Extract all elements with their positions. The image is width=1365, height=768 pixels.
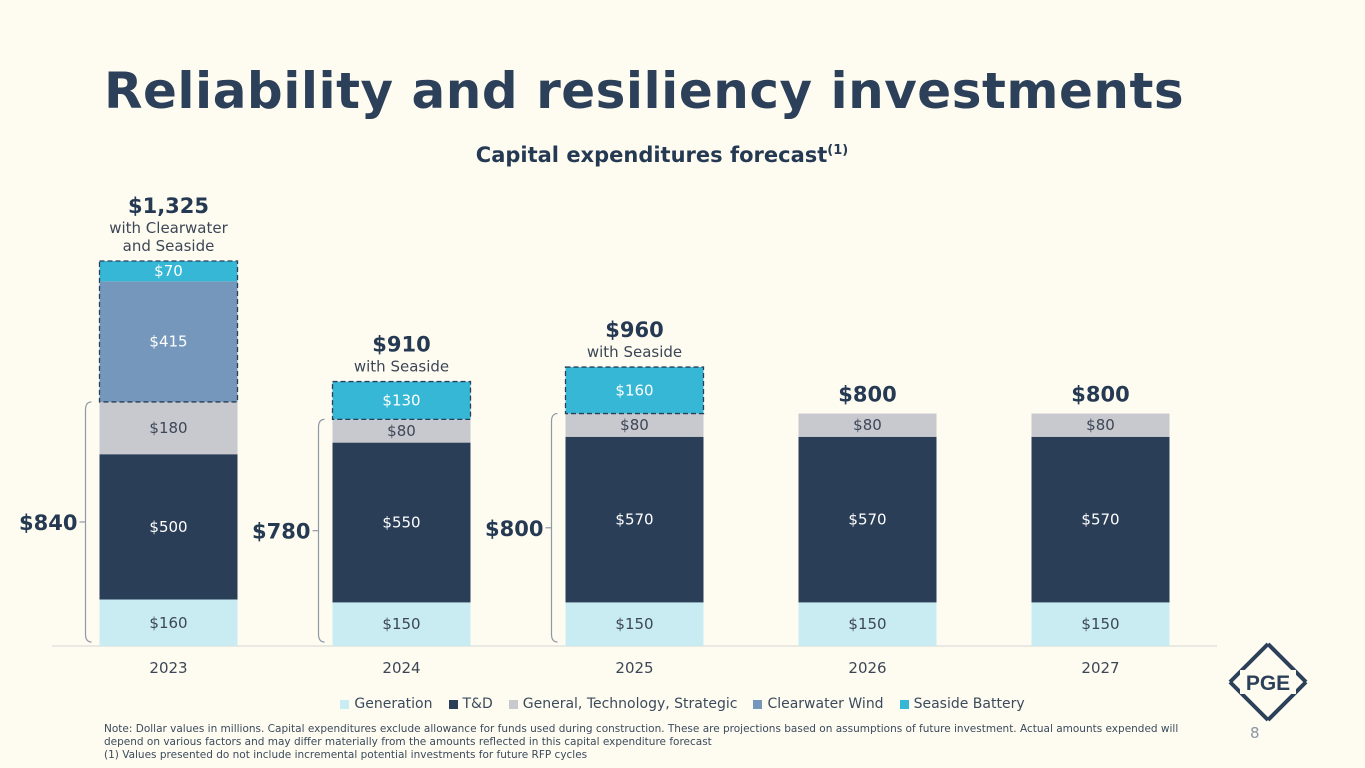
footnote-note: Note: Dollar values in millions. Capital… — [104, 723, 1179, 748]
bar-label-generation-2023: $160 — [149, 614, 187, 632]
bar-t-d-2025 — [565, 436, 704, 603]
bar-clearwater-wind-2023 — [99, 281, 238, 402]
bar-label-seaside-battery-2023: $70 — [154, 262, 183, 280]
total-note-2024-1: with Seaside — [354, 358, 449, 376]
bar-label-seaside-battery-2025: $160 — [615, 381, 653, 399]
dashed-outline-2025 — [564, 366, 705, 415]
bar-general-technology-strategic-2024 — [332, 419, 471, 443]
footnote: Note: Dollar values in millions. Capital… — [104, 723, 1214, 762]
dashed-outline-2024 — [331, 380, 472, 421]
bar-label-generation-2027: $150 — [1081, 615, 1119, 633]
bar-label-t-d-2024: $550 — [382, 514, 420, 532]
x-tick-2025: 2025 — [615, 659, 653, 677]
x-tick-2026: 2026 — [848, 659, 886, 677]
total-label-2023: $1,325 — [128, 194, 209, 218]
footnote-marker: (1) — [827, 143, 849, 158]
legend-item-generation: Generation — [340, 696, 433, 712]
bar-t-d-2023 — [99, 454, 238, 600]
legend-item-clearwater-wind: Clearwater Wind — [753, 696, 884, 712]
total-note-2025-1: with Seaside — [587, 343, 682, 361]
bar-generation-2024 — [332, 602, 471, 646]
bar-generation-2023 — [99, 599, 238, 646]
chart-legend: Generation T&D General, Technology, Strate… — [0, 696, 1365, 712]
bar-label-generation-2026: $150 — [848, 615, 886, 633]
bar-label-generation-2024: $150 — [382, 615, 420, 633]
pge-logo: PGE — [1228, 642, 1308, 722]
bar-seaside-battery-2024 — [332, 381, 471, 420]
bar-t-d-2027 — [1031, 436, 1170, 603]
x-tick-2023: 2023 — [149, 659, 187, 677]
bar-t-d-2026 — [798, 436, 937, 603]
bar-general-technology-strategic-2027 — [1031, 413, 1170, 437]
bracket-2025 — [550, 412, 558, 643]
total-label-2026: $800 — [838, 383, 896, 407]
bar-generation-2025 — [565, 602, 704, 646]
chart-subtitle-text: Capital expenditures forecast — [475, 143, 828, 167]
bar-label-clearwater-wind-2023: $415 — [149, 333, 187, 351]
pge-logo-text: PGE — [1246, 672, 1290, 695]
x-tick-2024: 2024 — [382, 659, 420, 677]
total-note-2023-1: with Clearwater — [109, 219, 228, 237]
legend-item-seaside-battery: Seaside Battery — [899, 696, 1025, 712]
legend-item-general-technology-strategic: General, Technology, Strategic — [508, 696, 738, 712]
total-label-2025: $960 — [605, 318, 663, 342]
bar-seaside-battery-2023 — [99, 261, 238, 282]
total-label-2027: $800 — [1071, 383, 1129, 407]
legend-item-t-d: T&D — [448, 696, 493, 712]
bar-label-general-technology-strategic-2026: $80 — [853, 416, 882, 434]
bracket-label-2023: $840 — [19, 511, 77, 535]
bar-generation-2026 — [798, 602, 937, 646]
bar-t-d-2024 — [332, 442, 471, 603]
total-label-2024: $910 — [372, 333, 430, 357]
chart-subtitle: Capital expenditures forecast(1) — [0, 143, 1324, 167]
legend-swatch-generation — [340, 699, 350, 709]
bracket-label-2024: $780 — [252, 520, 310, 544]
legend-swatch-clearwater-wind — [753, 699, 763, 709]
bracket-2024 — [317, 418, 325, 643]
bar-label-general-technology-strategic-2023: $180 — [149, 419, 187, 437]
legend-label-generation: Generation — [354, 696, 433, 712]
footnote-rfp: (1) Values presented do not include incr… — [104, 749, 588, 761]
legend-swatch-t-d — [448, 699, 458, 709]
bar-label-seaside-battery-2024: $130 — [382, 391, 420, 409]
bar-label-general-technology-strategic-2024: $80 — [387, 422, 416, 440]
legend-label-seaside-battery: Seaside Battery — [913, 696, 1025, 712]
bracket-label-2025: $800 — [485, 517, 543, 541]
dashed-outline-2023 — [98, 260, 239, 403]
legend-label-t-d: T&D — [462, 696, 493, 712]
bar-general-technology-strategic-2023 — [99, 401, 238, 455]
x-tick-2027: 2027 — [1081, 659, 1119, 677]
legend-swatch-seaside-battery — [899, 699, 909, 709]
bracket-2023 — [84, 401, 92, 643]
bar-general-technology-strategic-2025 — [565, 413, 704, 437]
bar-label-general-technology-strategic-2025: $80 — [620, 416, 649, 434]
bar-label-general-technology-strategic-2027: $80 — [1086, 416, 1115, 434]
bar-label-t-d-2026: $570 — [848, 511, 886, 529]
bar-label-t-d-2023: $500 — [149, 518, 187, 536]
total-note-2023-2: and Seaside — [123, 237, 215, 255]
slide-title: Reliability and resiliency investments — [104, 62, 1185, 120]
legend-label-clearwater-wind: Clearwater Wind — [767, 696, 884, 712]
bar-generation-2027 — [1031, 602, 1170, 646]
bar-label-t-d-2027: $570 — [1081, 511, 1119, 529]
bar-label-t-d-2025: $570 — [615, 511, 653, 529]
legend-label-general-technology-strategic: General, Technology, Strategic — [522, 696, 738, 712]
legend-swatch-general-technology-strategic — [508, 699, 518, 709]
bar-seaside-battery-2025 — [565, 367, 704, 414]
page-number: 8 — [1250, 724, 1260, 742]
bar-general-technology-strategic-2026 — [798, 413, 937, 437]
bar-label-generation-2025: $150 — [615, 615, 653, 633]
